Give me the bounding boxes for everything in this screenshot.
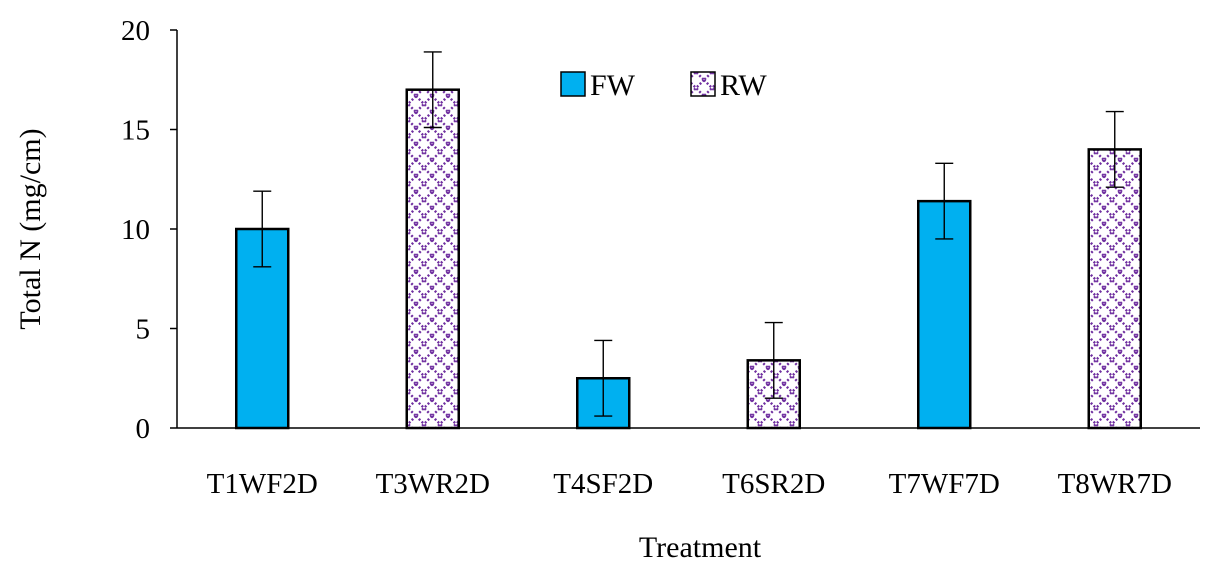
y-tick-label: 20	[121, 15, 150, 47]
legend-swatch-rw	[690, 71, 716, 97]
bar-rw	[1087, 148, 1142, 430]
bar-rw	[405, 88, 460, 430]
legend: FW RW	[560, 69, 767, 102]
x-tick-label: T7WF7D	[889, 468, 1000, 500]
legend-label-rw: RW	[720, 69, 767, 102]
y-tick-label: 15	[121, 115, 150, 147]
x-tick-label: T8WR7D	[1058, 468, 1172, 500]
x-tick-label: T6SR2D	[722, 468, 825, 500]
y-axis-title: Total N (mg/cm)	[14, 128, 47, 329]
y-tick-label: 10	[121, 214, 150, 246]
y-tick-label: 5	[136, 314, 151, 346]
x-tick-label: T4SF2D	[553, 468, 653, 500]
x-tick-label: T1WF2D	[207, 468, 318, 500]
y-tick-label: 0	[136, 413, 151, 445]
legend-label-fw: FW	[590, 69, 636, 102]
legend-swatch-fw	[560, 71, 586, 97]
x-tick-label: T3WR2D	[376, 468, 490, 500]
x-axis-title: Treatment	[639, 531, 762, 564]
